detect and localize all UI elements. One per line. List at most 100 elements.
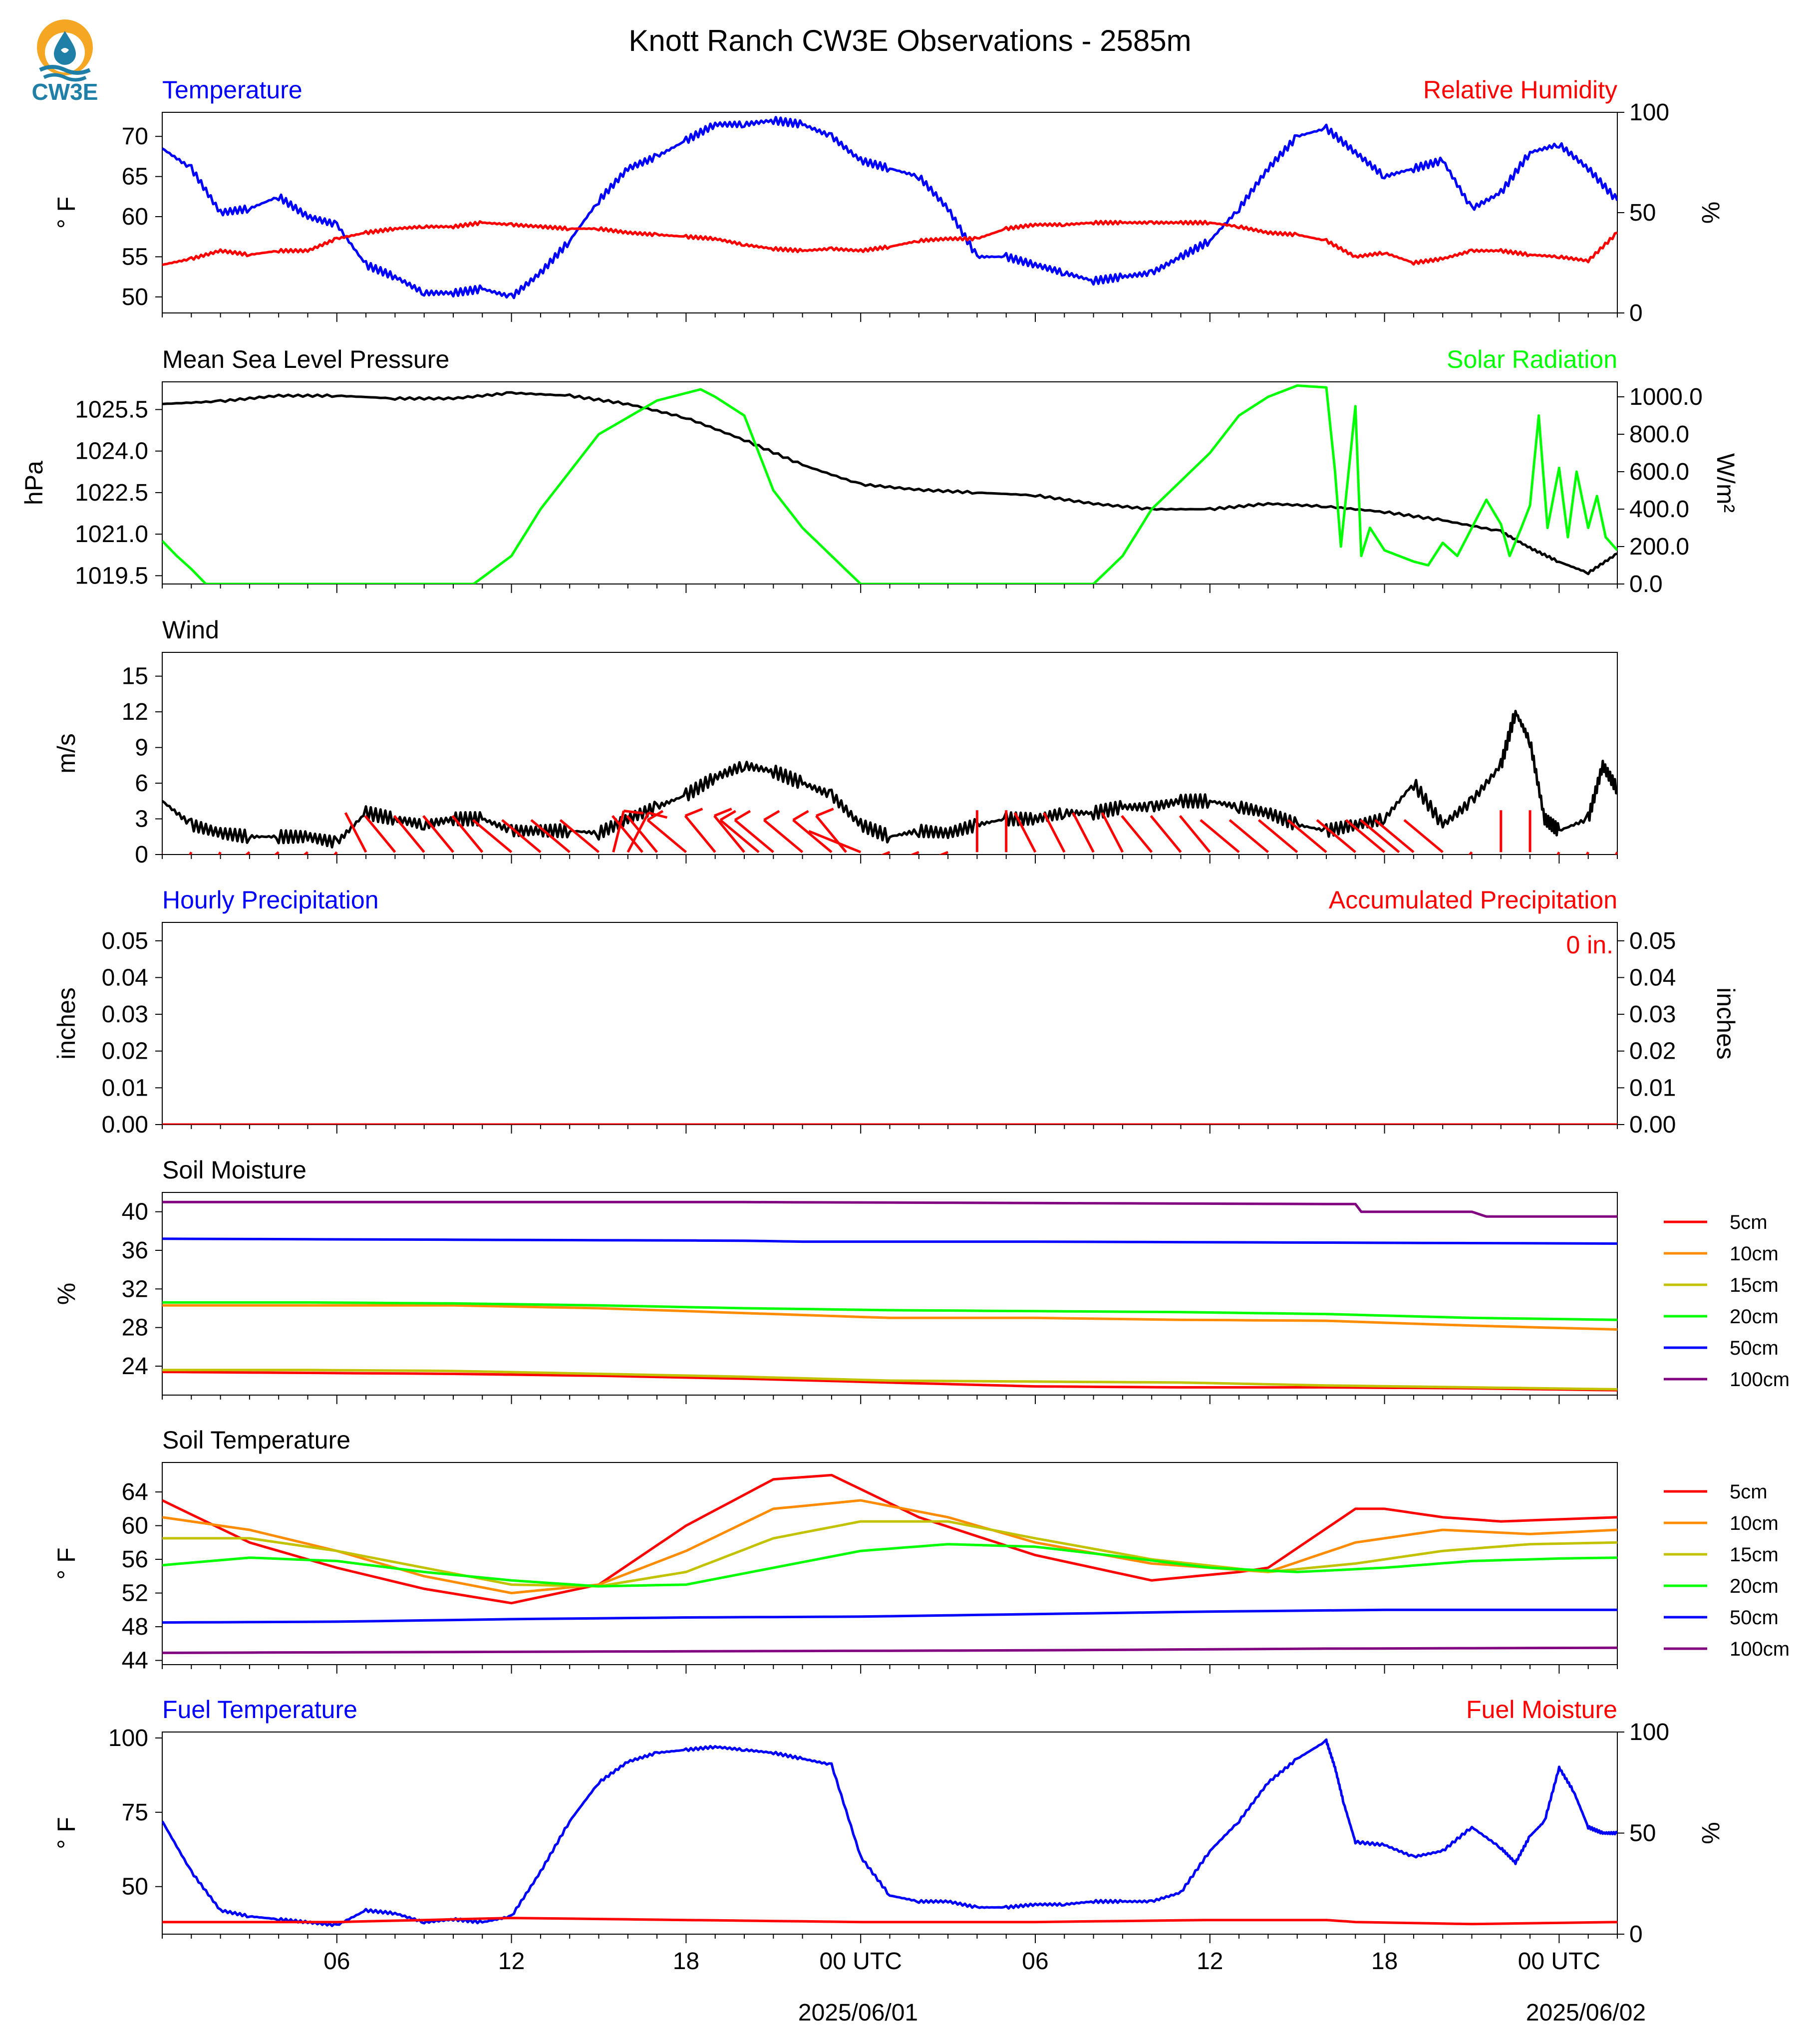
y-axis-label-left: inches [52,987,80,1060]
y-axis-label-right: inches [1712,987,1740,1060]
y-tick-label-right: 0 [1629,1921,1643,1948]
logo-text: CW3E [32,79,98,105]
wind-barb [1316,819,1356,854]
wind-barb [451,815,484,853]
series-line-50cm [162,1608,1617,1624]
series-line-15cm [162,1369,1617,1391]
wind-barb-flag [646,810,664,822]
figure-title: Knott Ranch CW3E Observations - 2585m [628,24,1191,57]
panel-temp_rh: 50 55 60 65 70 0 50 100 Temperature Relative Humi… [52,76,1725,326]
y-tick-label-left: 0.02 [102,1038,148,1065]
y-tick-label-right: 0 [1629,300,1643,326]
wind-barb-flag [719,810,736,822]
y-tick-label-left: 1021.0 [75,521,148,548]
x-tick-label: 00 UTC [820,1948,902,1975]
wind-barb [1228,819,1269,854]
logo-wave-icon [39,65,91,75]
y-tick-label-left: 48 [122,1614,148,1640]
panel-title-left: Temperature [162,76,303,104]
y-tick-label-left: 1024.0 [75,438,148,465]
series-line-5cm [162,1473,1617,1605]
series-line-fuel-moisture [162,1917,1617,1926]
x-tick-label: 18 [1371,1948,1398,1975]
y-tick-label-left: 1025.5 [75,396,148,423]
wind-barb [719,819,760,854]
series-line-temperature [162,116,1617,299]
wind-barb [713,815,745,853]
wind-barb-flag [623,810,644,815]
y-tick-label-right: 0.05 [1629,928,1676,954]
wind-barb [626,815,658,853]
panel-title-right: Fuel Moisture [1466,1696,1617,1724]
y-tick-label-left: 70 [122,123,148,150]
wind-barb [611,815,643,853]
legend-label: 15cm [1730,1544,1779,1566]
soil-moisture-legend: 5cm 10cm 15cm 20cm 50cm 100cm [1664,1211,1790,1391]
y-tick-label-left: 100 [108,1725,148,1751]
wind-barb [559,819,600,854]
panel-title-right: Solar Radiation [1447,345,1617,373]
wind-barb [1257,819,1298,854]
panel-title-left: Soil Temperature [162,1426,350,1454]
wind-barb [763,819,804,854]
y-tick-label-right: 800.0 [1629,421,1689,448]
wind-barb [1287,819,1327,854]
y-tick-label-right: 0.00 [1629,1112,1676,1138]
wind-barb [1150,815,1182,853]
wind-barb-flag [734,810,751,822]
panel-title-left: Hourly Precipitation [162,886,379,914]
y-tick-label-left: 0 [135,842,148,868]
panel-precip: 0.00 0.01 0.02 0.03 0.04 0.05 0.00 0.01 0.02 0.03… [52,886,1740,1138]
y-tick-label-left: 64 [122,1479,148,1505]
series-line-15cm [162,1520,1617,1588]
panel-title-left: Soil Moisture [162,1156,306,1184]
wind-barb [364,815,396,853]
panel-pressure_solar: 1019.5 1021.0 1022.5 1024.0 1025.5 0.0 200.0 40… [20,345,1740,597]
panel-title-right: Relative Humidity [1423,76,1617,104]
series-line-100cm [162,1200,1617,1218]
y-axis-label-left: % [52,1283,80,1305]
series-line-5cm [162,1371,1617,1392]
series-line-solar-radiation [162,384,1617,584]
wind-barb [1121,815,1153,853]
y-tick-label-right: 600.0 [1629,459,1689,485]
y-tick-label-right: 100 [1629,1719,1669,1745]
legend-label: 100cm [1730,1369,1790,1391]
y-tick-label-right: 1000.0 [1629,384,1703,410]
y-axis-label-left: m/s [52,733,80,774]
panel-title-left: Wind [162,616,219,644]
y-tick-label-left: 12 [122,699,148,725]
wind-barb [808,830,862,854]
wind-barb [626,812,650,853]
legend-label: 5cm [1730,1211,1768,1233]
y-tick-label-left: 44 [122,1648,148,1674]
wind-barb [1043,812,1066,853]
x-tick-label: 06 [1022,1948,1048,1975]
y-tick-label-right: 50 [1629,1820,1656,1847]
y-tick-label-left: 3 [135,806,148,833]
cw3e-logo: CW3E [32,19,98,105]
y-tick-label-left: 0.03 [102,1001,148,1028]
wind-barb [1013,812,1037,853]
panel-title-left: Mean Sea Level Pressure [162,345,449,373]
y-tick-label-right: 100 [1629,99,1669,126]
y-tick-label-right: 0.01 [1629,1075,1676,1101]
legend-label: 10cm [1730,1512,1779,1534]
panel-wind: 0 3 6 9 12 15 Wind m/s [52,616,1618,868]
y-axis-label-right: % [1697,202,1725,224]
y-axis-label-right: W/m² [1712,453,1740,513]
y-tick-label-left: 60 [122,204,148,230]
y-axis-label-left: ° F [52,1817,80,1849]
y-tick-label-right: 0.03 [1629,1001,1676,1028]
wind-barb [792,819,833,854]
wind-barb [612,810,625,853]
y-axis-label-left: hPa [20,461,48,505]
series-line-relative-humidity [162,220,1617,266]
y-tick-label-left: 24 [122,1353,148,1380]
wind-barb [1101,812,1124,853]
y-tick-label-left: 1019.5 [75,563,148,589]
y-tick-label-left: 56 [122,1546,148,1573]
legend-label: 20cm [1730,1575,1779,1597]
y-tick-label-right: 400.0 [1629,496,1689,523]
